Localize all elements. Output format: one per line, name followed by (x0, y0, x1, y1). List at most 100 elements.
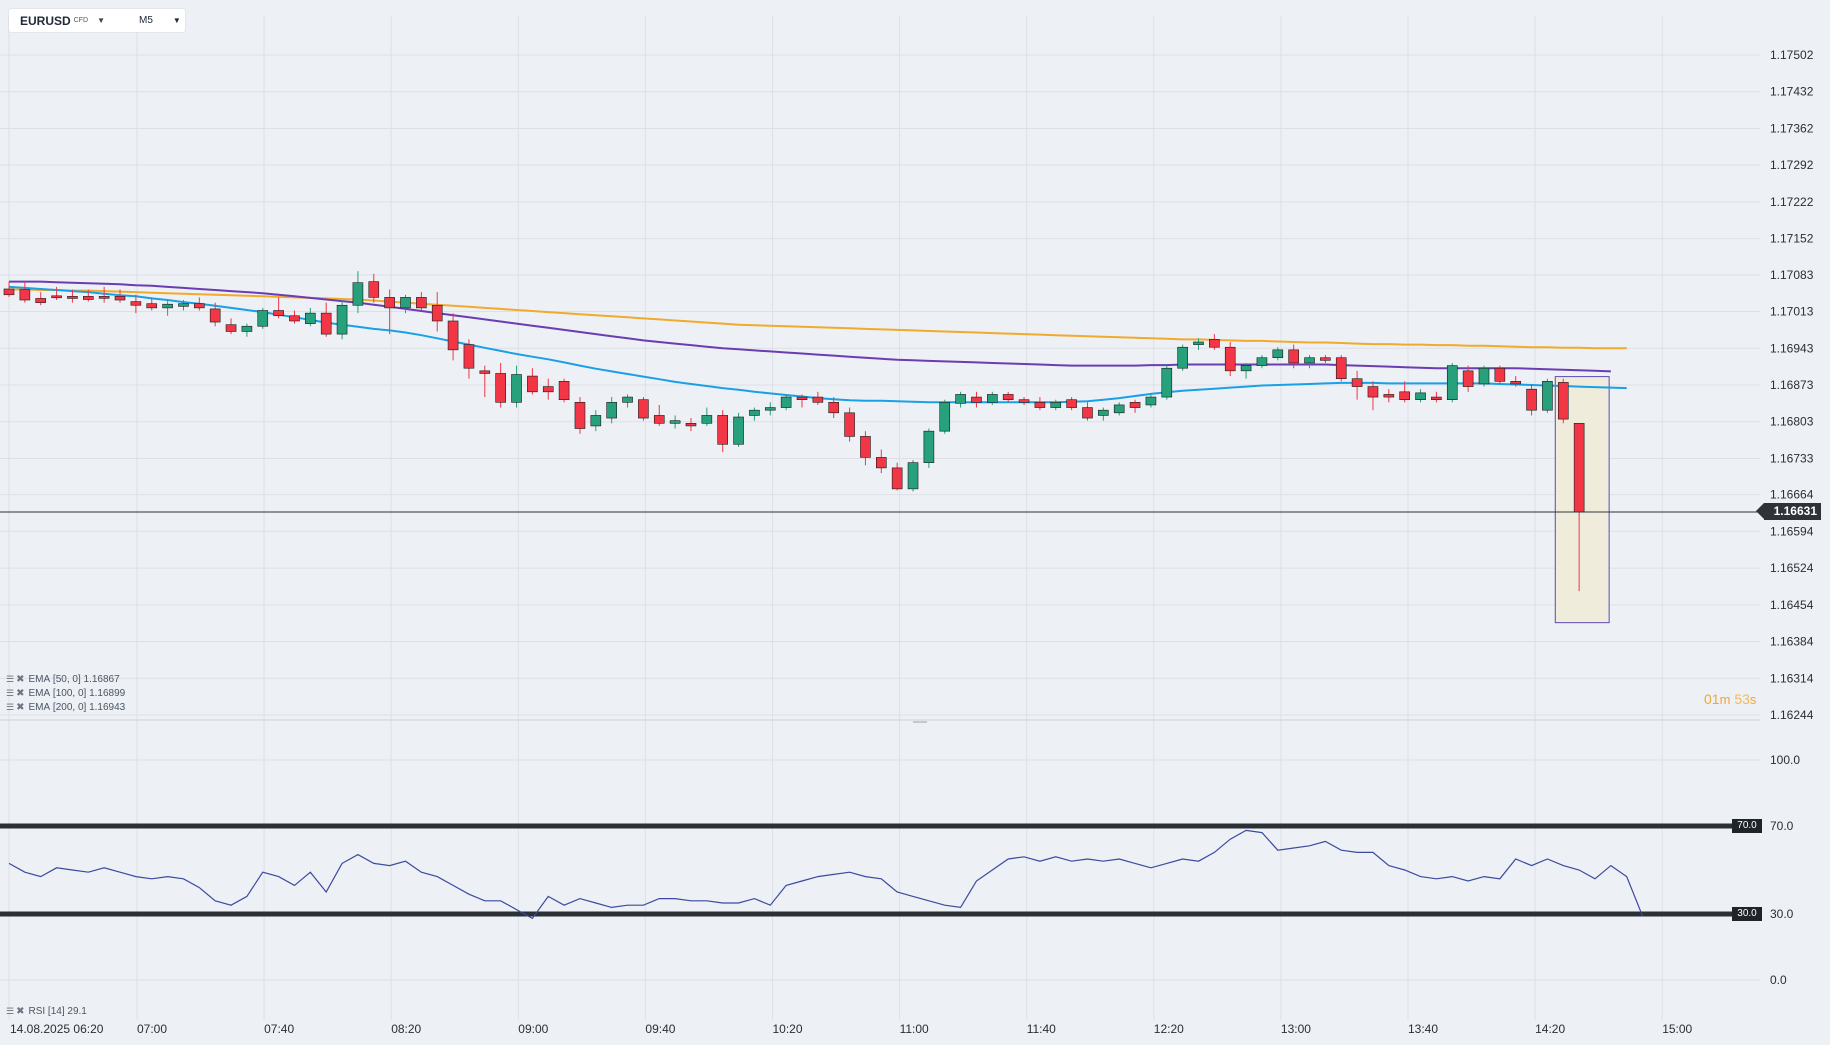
candle-body (717, 415, 729, 445)
indicator-settings-icon[interactable]: ☰ (6, 1006, 15, 1016)
bullish-candle (987, 391, 998, 405)
bearish-candle (1129, 399, 1141, 413)
candle-body (194, 303, 205, 309)
candle-body (1098, 409, 1109, 416)
bearish-candle (431, 292, 443, 332)
time-axis-label: 12:20 (1154, 1022, 1184, 1036)
candle-body (1193, 341, 1204, 345)
bearish-candle (1209, 334, 1220, 350)
bearish-candle (1494, 365, 1506, 384)
candle-body (733, 416, 744, 445)
timeframe-selector[interactable]: M5 (138, 15, 153, 26)
bullish-candle (923, 428, 935, 468)
candle-body (796, 396, 808, 400)
indicator-settings-icon[interactable]: ☰ (6, 674, 15, 684)
bearish-candle (717, 410, 729, 453)
indicator-value: 1.16899 (89, 688, 126, 699)
candle-body (352, 282, 364, 306)
candle-body (1082, 407, 1093, 419)
candle-body (241, 325, 253, 332)
candle-body (162, 303, 173, 309)
candle-body (1320, 357, 1331, 361)
bearish-candle (114, 289, 126, 303)
candle-body (955, 394, 966, 404)
remove-indicator-icon[interactable]: ✖ (16, 674, 25, 685)
bullish-candle (257, 307, 269, 329)
bearish-candle (51, 286, 62, 301)
bearish-candle (3, 281, 15, 297)
candle-body (463, 344, 475, 369)
indicator-settings-icon[interactable]: ☰ (6, 702, 15, 712)
rsi-overbought-tag: 70.0 (1732, 819, 1762, 833)
bearish-candle (1510, 376, 1521, 387)
bullish-candle (1145, 394, 1157, 408)
bearish-candle (67, 289, 78, 303)
rsi-axis-label: 100.0 (1770, 753, 1800, 767)
bearish-candle (19, 281, 31, 303)
price-axis-label: 1.16314 (1770, 671, 1814, 685)
time-axis-label: 09:40 (645, 1022, 675, 1036)
candle-body (1367, 386, 1379, 398)
bearish-candle (98, 286, 110, 303)
candle-body (1240, 365, 1252, 372)
candle-body (98, 296, 110, 299)
bearish-candle (1002, 391, 1014, 403)
candle-body (1145, 396, 1157, 406)
indicator-label: RSI (28, 1006, 46, 1017)
price-axis-label: 1.16943 (1770, 341, 1814, 355)
indicator-legend-ema200[interactable]: ☰ ✖ EMA [200, 0] 1.16943 (6, 702, 125, 713)
candle-countdown: 01m 53s (1704, 691, 1756, 707)
bearish-candle (574, 397, 586, 434)
candle-body (178, 303, 189, 307)
candle-body (1351, 378, 1363, 387)
bearish-candle (542, 378, 554, 400)
candle-body (209, 308, 221, 323)
remove-indicator-icon[interactable]: ✖ (16, 702, 25, 713)
candle-body (1542, 381, 1553, 411)
bullish-candle (622, 394, 633, 408)
bullish-candle (305, 307, 316, 327)
indicator-legend-rsi[interactable]: ☰ ✖ RSI [14] 29.1 (6, 1006, 87, 1017)
bullish-candle (1050, 399, 1062, 411)
candle-body (1161, 367, 1173, 398)
indicator-legend-ema100[interactable]: ☰ ✖ EMA [100, 0] 1.16899 (6, 688, 125, 699)
candle-body (764, 407, 776, 411)
candle-body (479, 370, 491, 374)
remove-indicator-icon[interactable]: ✖ (16, 688, 25, 699)
indicator-settings-icon[interactable]: ☰ (6, 688, 15, 698)
bullish-candle (1113, 402, 1125, 416)
bearish-candle (1367, 381, 1379, 411)
bearish-candle (146, 297, 158, 311)
remove-indicator-icon[interactable]: ✖ (16, 1006, 25, 1017)
bullish-candle (1098, 407, 1109, 421)
candle-body (939, 402, 951, 432)
candle-body (701, 415, 713, 424)
timeframe-dropdown-chevron-icon[interactable]: ▼ (172, 16, 181, 25)
rsi-line (8, 829, 1644, 920)
price-axis-label: 1.16733 (1770, 451, 1814, 465)
candle-body (431, 304, 443, 322)
candle-body (907, 462, 919, 490)
candle-body (1383, 394, 1395, 398)
bearish-candle (527, 368, 538, 395)
candle-body (83, 296, 94, 300)
indicator-legend-ema50[interactable]: ☰ ✖ EMA [50, 0] 1.16867 (6, 674, 120, 685)
candle-body (1209, 339, 1220, 348)
indicator-params: [14] (47, 1006, 65, 1017)
candle-body (1129, 402, 1141, 408)
candle-body (1431, 396, 1442, 400)
candle-body (542, 386, 554, 393)
symbol-toolbar[interactable]: EURUSD CFD ▼ M5 ▼ (9, 9, 185, 32)
candle-body (400, 297, 411, 309)
price-axis-label: 1.16803 (1770, 415, 1814, 429)
candle-body (987, 394, 998, 403)
bearish-candle (638, 397, 649, 421)
symbol-name[interactable]: EURUSD (20, 13, 71, 28)
indicator-label: EMA (28, 688, 51, 699)
bullish-candle (1177, 344, 1188, 371)
countdown-minutes-unit: m (1719, 692, 1731, 707)
bullish-candle (1193, 338, 1204, 350)
symbol-dropdown-chevron-icon[interactable]: ▼ (97, 16, 105, 25)
candle-body (1018, 399, 1030, 403)
